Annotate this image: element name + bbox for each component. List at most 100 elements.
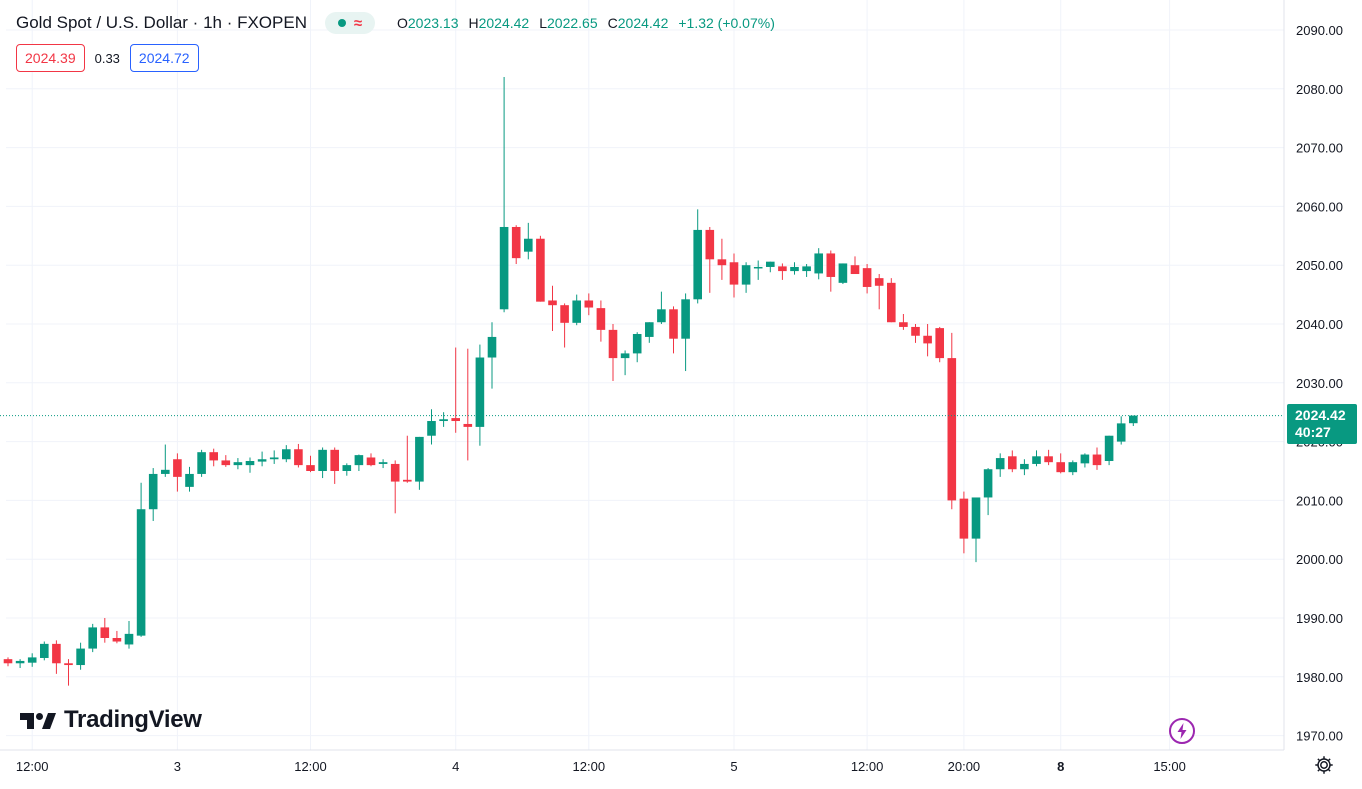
candle-body [427,421,436,436]
candle-body [245,461,255,466]
bar-countdown: 40:27 [1295,424,1331,440]
candle [366,453,376,467]
y-tick-label: 1980.00 [1296,670,1343,685]
market-status-pill[interactable]: ≈ [324,12,375,34]
candle-body [729,262,739,285]
candle-body [1032,456,1041,464]
candle [1104,435,1114,466]
candle-body [1116,423,1126,442]
brand-name: TradingView [64,706,202,733]
last-price-label: 2024.42 40:27 [1287,404,1357,444]
candle [826,250,836,292]
candle [681,293,690,372]
symbol-title[interactable]: Gold Spot / U.S. Dollar · 1h · FXOPEN [16,13,307,32]
y-tick-label: 2060.00 [1296,199,1343,214]
candle [233,458,243,470]
candle [645,322,654,343]
candle-body [862,268,872,287]
candle-body [124,633,134,645]
candle [1020,459,1029,476]
candle [76,642,85,670]
candle [814,248,823,280]
candle [1080,453,1090,468]
candle [148,468,158,521]
tradingview-brand[interactable]: TradingView [20,706,202,734]
candle [911,324,920,343]
candle [572,294,581,326]
candle [64,659,73,686]
y-tick-label: 2040.00 [1296,317,1343,332]
candle [354,454,364,471]
candle-body [112,637,122,642]
candle [415,436,424,490]
candle [693,209,702,304]
candle-body [306,465,315,471]
candle [499,77,509,313]
candle-body [257,459,267,462]
y-tick-label: 2080.00 [1296,82,1343,97]
y-tick-label: 2000.00 [1296,552,1343,567]
candle-body [1068,462,1078,473]
candle [294,443,303,468]
candle [995,453,1005,477]
candle [27,653,37,667]
low-value: 2022.65 [547,15,598,31]
candle [161,444,170,477]
candle-body [548,300,557,306]
candle-body [572,300,581,323]
candle [560,303,569,348]
candle-body [88,627,97,649]
candle [705,226,715,293]
candle-body [100,627,110,638]
candle-body [330,449,339,471]
candle [1092,447,1102,470]
candle [221,455,231,467]
candle-body [487,336,497,358]
change-value: +1.32 (+0.07%) [678,15,775,31]
candle-body [378,462,388,464]
candle-body [983,469,993,498]
candle-body [173,459,182,477]
candle-body [27,657,37,663]
candle [136,482,146,637]
candle-body [753,266,763,269]
candle [342,463,352,476]
candle [608,324,618,382]
candle [632,332,642,363]
y-tick-label: 2090.00 [1296,23,1343,38]
candle-body [1104,435,1114,462]
candle [100,618,110,643]
candle [209,448,218,467]
x-tick-label: 12:00 [573,759,606,774]
candle-body [608,329,618,359]
candle-body [1020,463,1029,470]
sell-button[interactable]: 2024.39 [16,44,85,72]
candle [983,468,993,516]
candle-body [269,457,279,460]
candle [40,641,49,661]
lightning-icon[interactable] [1168,717,1196,745]
candle-body [40,643,49,658]
candle [524,222,533,260]
candle-body [136,509,146,636]
candle-body [778,266,787,272]
ohlc-values: O2023.13 H2024.42 L2022.65 C2024.42 +1.3… [397,15,775,31]
tradingview-logo-icon [20,713,56,729]
y-tick-label: 2010.00 [1296,493,1343,508]
buy-button[interactable]: 2024.72 [129,44,199,72]
candle-body [947,358,957,501]
close-value: 2024.42 [617,15,669,31]
candle-body [415,436,424,482]
candle [899,314,908,330]
candle [874,274,884,310]
spread-value: 0.33 [94,50,120,66]
candle-body [439,419,448,422]
candle-body [475,357,485,427]
candle-body [318,449,327,471]
candle-body [185,473,194,487]
candle [487,322,497,389]
candle-body [221,460,231,466]
gear-icon[interactable] [1313,754,1335,776]
candle-body [354,455,364,466]
